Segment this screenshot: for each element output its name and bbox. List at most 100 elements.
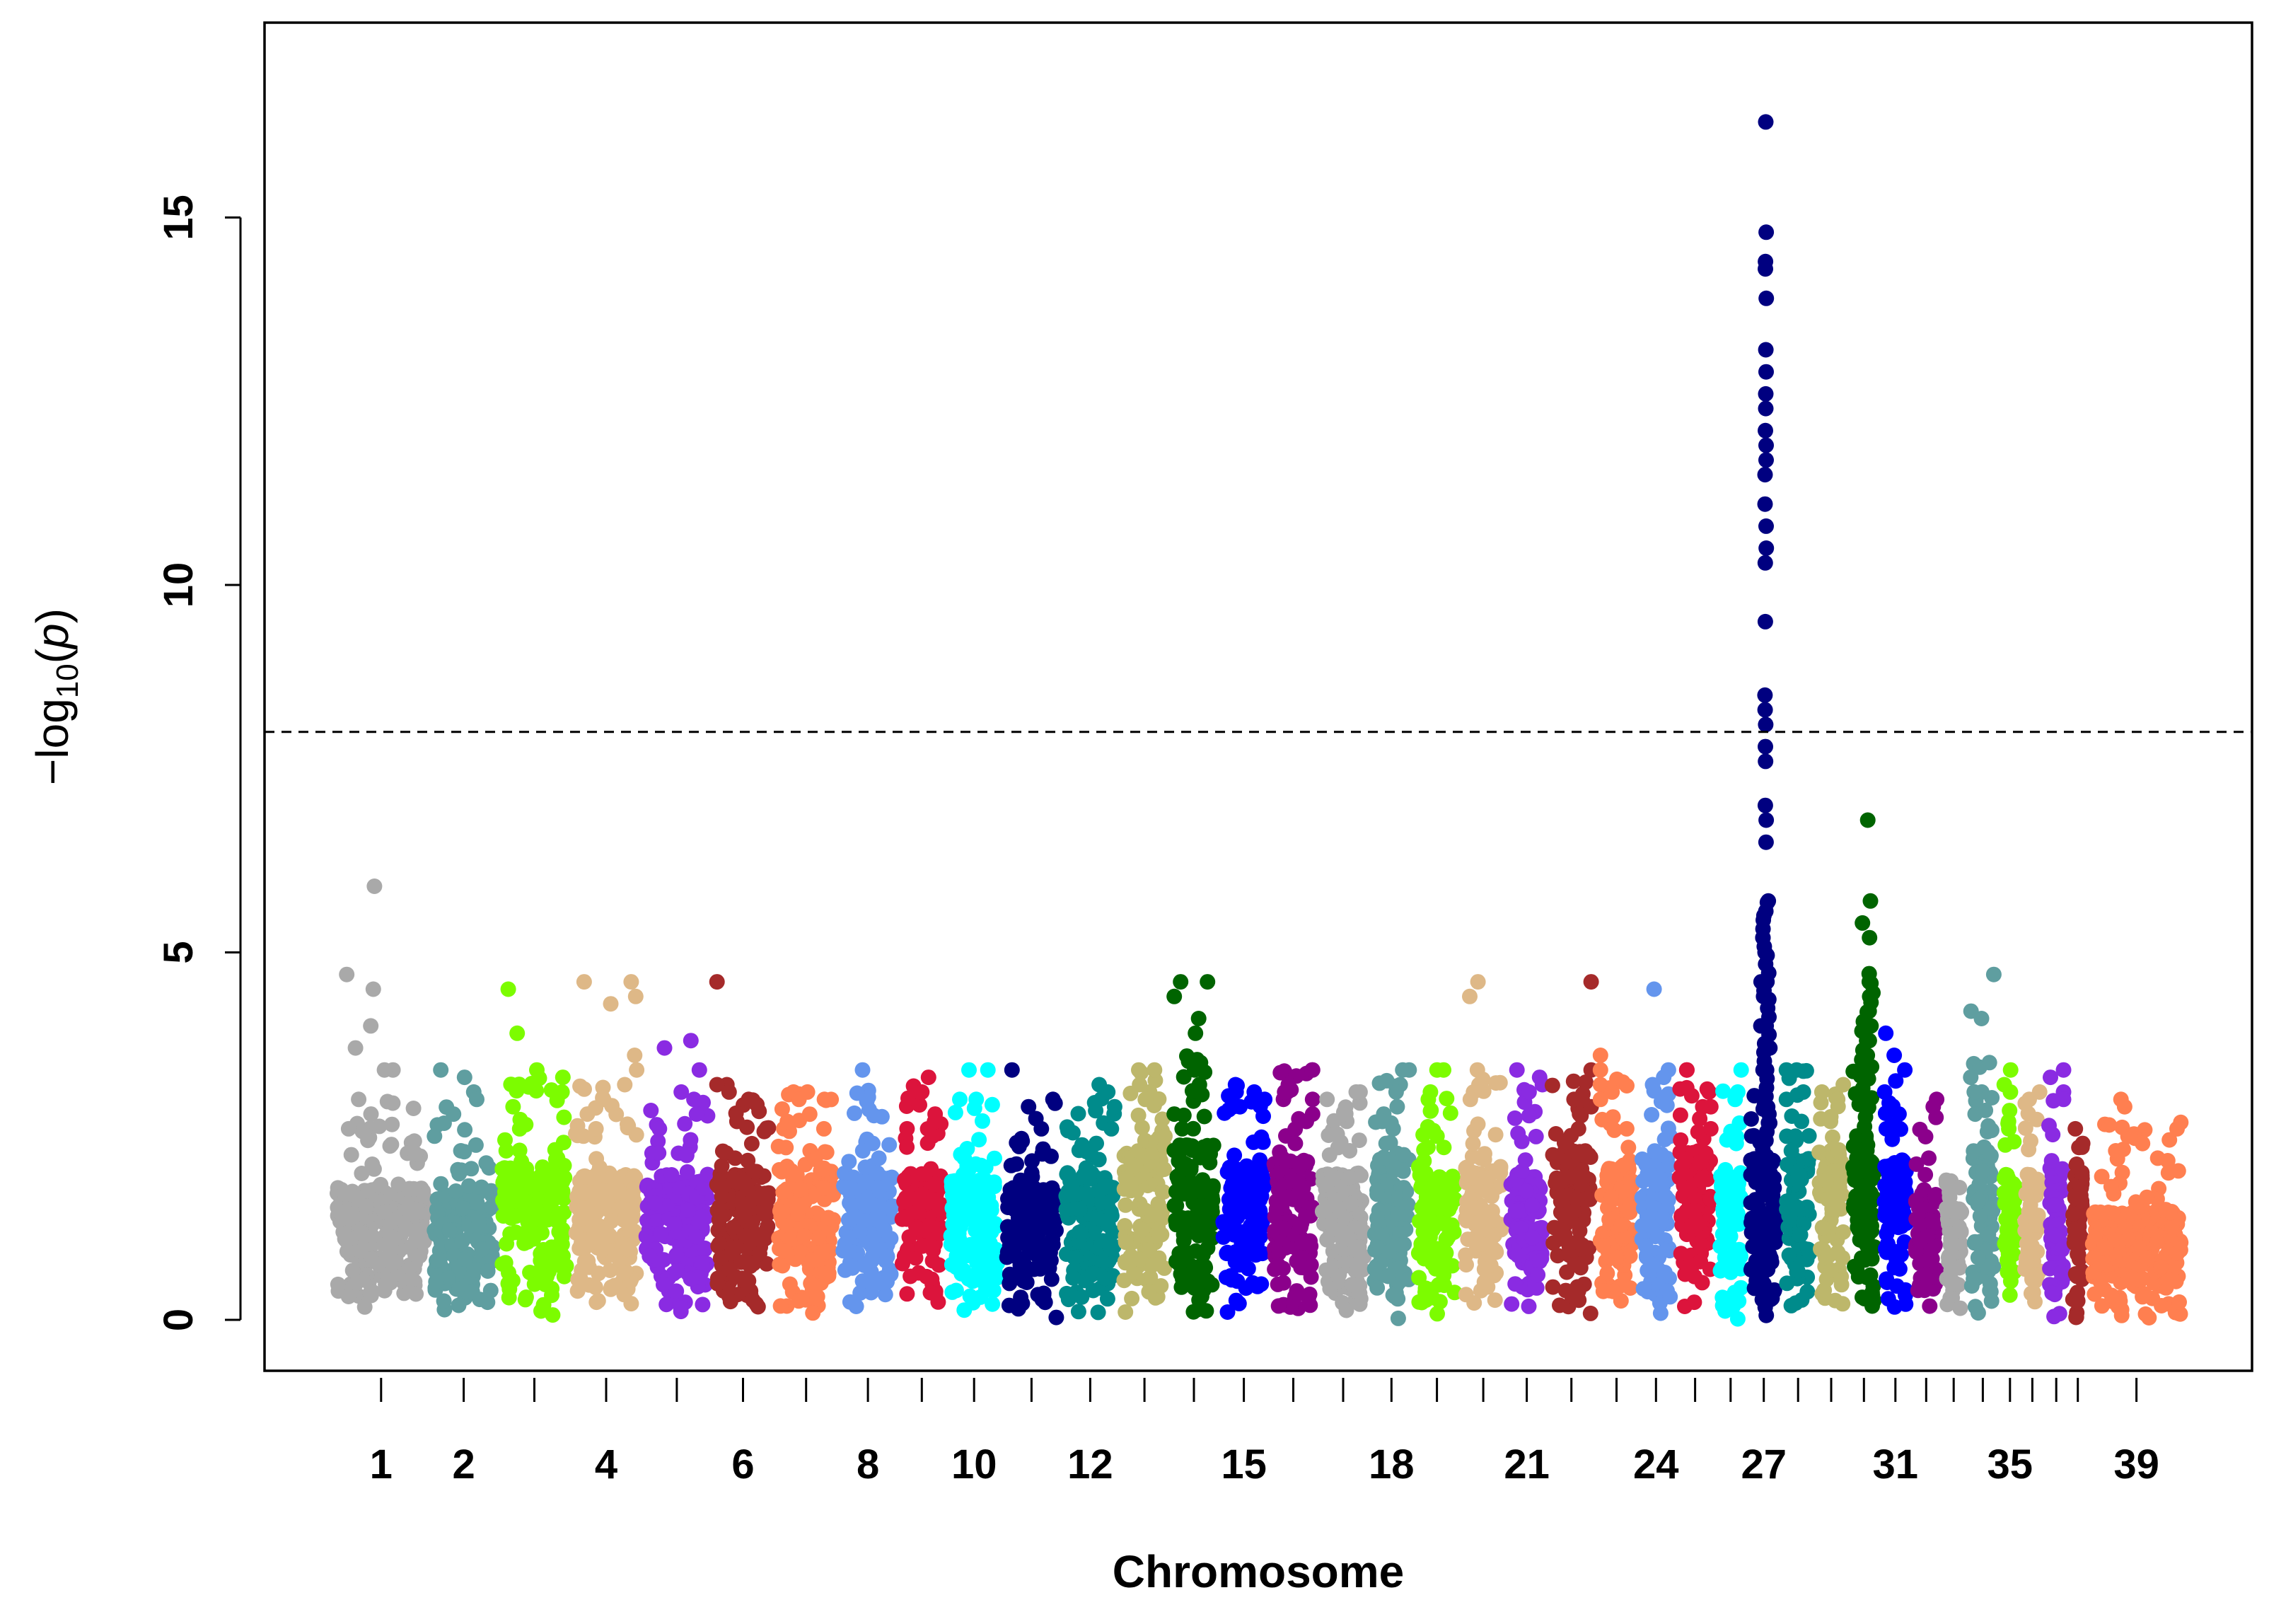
snp-point bbox=[1618, 1120, 1635, 1137]
snp-point bbox=[2043, 1153, 2060, 1169]
snp-point bbox=[871, 1182, 888, 1198]
snp-point bbox=[912, 1222, 928, 1238]
chromosome-13-points bbox=[1116, 1062, 1173, 1320]
snp-point bbox=[1277, 1084, 1293, 1100]
snp-point bbox=[813, 1244, 830, 1260]
snp-point bbox=[805, 1305, 821, 1321]
snp-point bbox=[2002, 1084, 2019, 1100]
snp-point bbox=[617, 1077, 633, 1093]
snp-point bbox=[497, 1196, 513, 1212]
snp-point bbox=[555, 1069, 571, 1086]
snp-point bbox=[2018, 1250, 2034, 1266]
snp-point bbox=[1908, 1156, 1925, 1172]
snp-point bbox=[340, 1120, 356, 1137]
snp-point bbox=[1759, 894, 1775, 910]
snp-point bbox=[1137, 1132, 1153, 1149]
snp-point bbox=[502, 1226, 518, 1242]
snp-point bbox=[1999, 1240, 2015, 1256]
snp-point bbox=[1042, 1244, 1058, 1260]
snp-point bbox=[804, 1282, 820, 1298]
snp-point bbox=[1619, 1078, 1635, 1094]
snp-point bbox=[666, 1216, 683, 1232]
snp-point bbox=[1757, 702, 1773, 718]
snp-point bbox=[1548, 1126, 1564, 1142]
snp-point bbox=[874, 1108, 890, 1125]
snp-point bbox=[371, 1256, 387, 1272]
snp-point bbox=[1202, 1194, 1219, 1210]
snp-point bbox=[673, 1084, 690, 1100]
snp-point bbox=[1429, 1128, 1445, 1144]
snp-point bbox=[643, 1103, 659, 1118]
snp-point bbox=[1236, 1164, 1253, 1181]
snp-point bbox=[1275, 1275, 1292, 1291]
snp-point bbox=[1758, 290, 1775, 306]
snp-point bbox=[840, 1230, 857, 1246]
snp-point bbox=[727, 1150, 743, 1166]
snp-point bbox=[1287, 1135, 1304, 1152]
snp-point bbox=[1717, 1161, 1734, 1178]
snp-point bbox=[1103, 1120, 1120, 1137]
snp-point bbox=[2137, 1306, 2154, 1322]
snp-point bbox=[1795, 1084, 1811, 1100]
snp-point bbox=[1142, 1269, 1159, 1285]
snp-point bbox=[734, 1270, 750, 1287]
snp-point bbox=[1271, 1245, 1287, 1261]
chromosome-14-peak-point bbox=[1200, 974, 1216, 990]
snp-point bbox=[1849, 1195, 1865, 1211]
snp-point bbox=[1637, 1238, 1654, 1253]
snp-point bbox=[1729, 1253, 1744, 1268]
snp-point bbox=[714, 1158, 730, 1174]
snp-point bbox=[1983, 1293, 2000, 1309]
snp-point bbox=[343, 1147, 359, 1163]
snp-point bbox=[1613, 1217, 1630, 1233]
snp-point bbox=[849, 1085, 865, 1101]
chromosome-22-points bbox=[1544, 974, 1599, 1321]
snp-point bbox=[545, 1307, 561, 1323]
snp-point bbox=[451, 1297, 467, 1313]
snp-point bbox=[1096, 1270, 1113, 1287]
snp-point bbox=[971, 1132, 987, 1148]
snp-point bbox=[1079, 1186, 1096, 1202]
snp-point bbox=[356, 1299, 373, 1315]
snp-point bbox=[1864, 1288, 1881, 1304]
snp-point bbox=[956, 1302, 973, 1318]
chromosome-10-points bbox=[943, 1062, 1005, 1318]
snp-point bbox=[405, 1181, 422, 1197]
snp-point bbox=[1898, 1296, 1914, 1312]
snp-point bbox=[498, 1143, 514, 1159]
snp-point bbox=[1416, 1153, 1432, 1169]
chromosome-29-peak-point bbox=[1835, 1077, 1852, 1093]
snp-point bbox=[775, 1184, 791, 1200]
chromosome-38-points bbox=[2065, 1120, 2091, 1326]
snp-point bbox=[509, 1025, 526, 1041]
chromosome-6-peak-point bbox=[709, 974, 725, 990]
snp-point bbox=[620, 1241, 636, 1258]
snp-point bbox=[1202, 1146, 1219, 1162]
snp-point bbox=[1470, 1116, 1486, 1132]
chromosome-39-points bbox=[2084, 1091, 2189, 1326]
snp-point bbox=[1011, 1138, 1027, 1154]
snp-point bbox=[725, 1219, 741, 1236]
snp-point bbox=[1731, 1216, 1747, 1232]
snp-point bbox=[1758, 385, 1774, 402]
snp-point bbox=[796, 1228, 812, 1244]
snp-point bbox=[1862, 1267, 1879, 1283]
chromosome-26-peak-point bbox=[1733, 1062, 1749, 1078]
snp-point bbox=[857, 1258, 873, 1273]
snp-point bbox=[1478, 1170, 1495, 1186]
snp-point bbox=[852, 1224, 868, 1239]
snp-point bbox=[1524, 1229, 1540, 1246]
snp-point bbox=[1257, 1091, 1273, 1108]
snp-point bbox=[1563, 1168, 1579, 1185]
snp-point bbox=[2094, 1298, 2110, 1314]
snp-point bbox=[837, 1262, 853, 1278]
snp-point bbox=[1321, 1147, 1337, 1163]
snp-point bbox=[2000, 1252, 2015, 1268]
snp-point bbox=[1925, 1098, 1942, 1115]
snp-point bbox=[1442, 1105, 1458, 1121]
snp-point bbox=[2000, 1113, 2016, 1130]
snp-point bbox=[895, 1255, 910, 1272]
snp-point bbox=[1800, 1241, 1816, 1258]
snp-point bbox=[1236, 1251, 1252, 1268]
chromosome-27-points bbox=[1743, 114, 1785, 1323]
